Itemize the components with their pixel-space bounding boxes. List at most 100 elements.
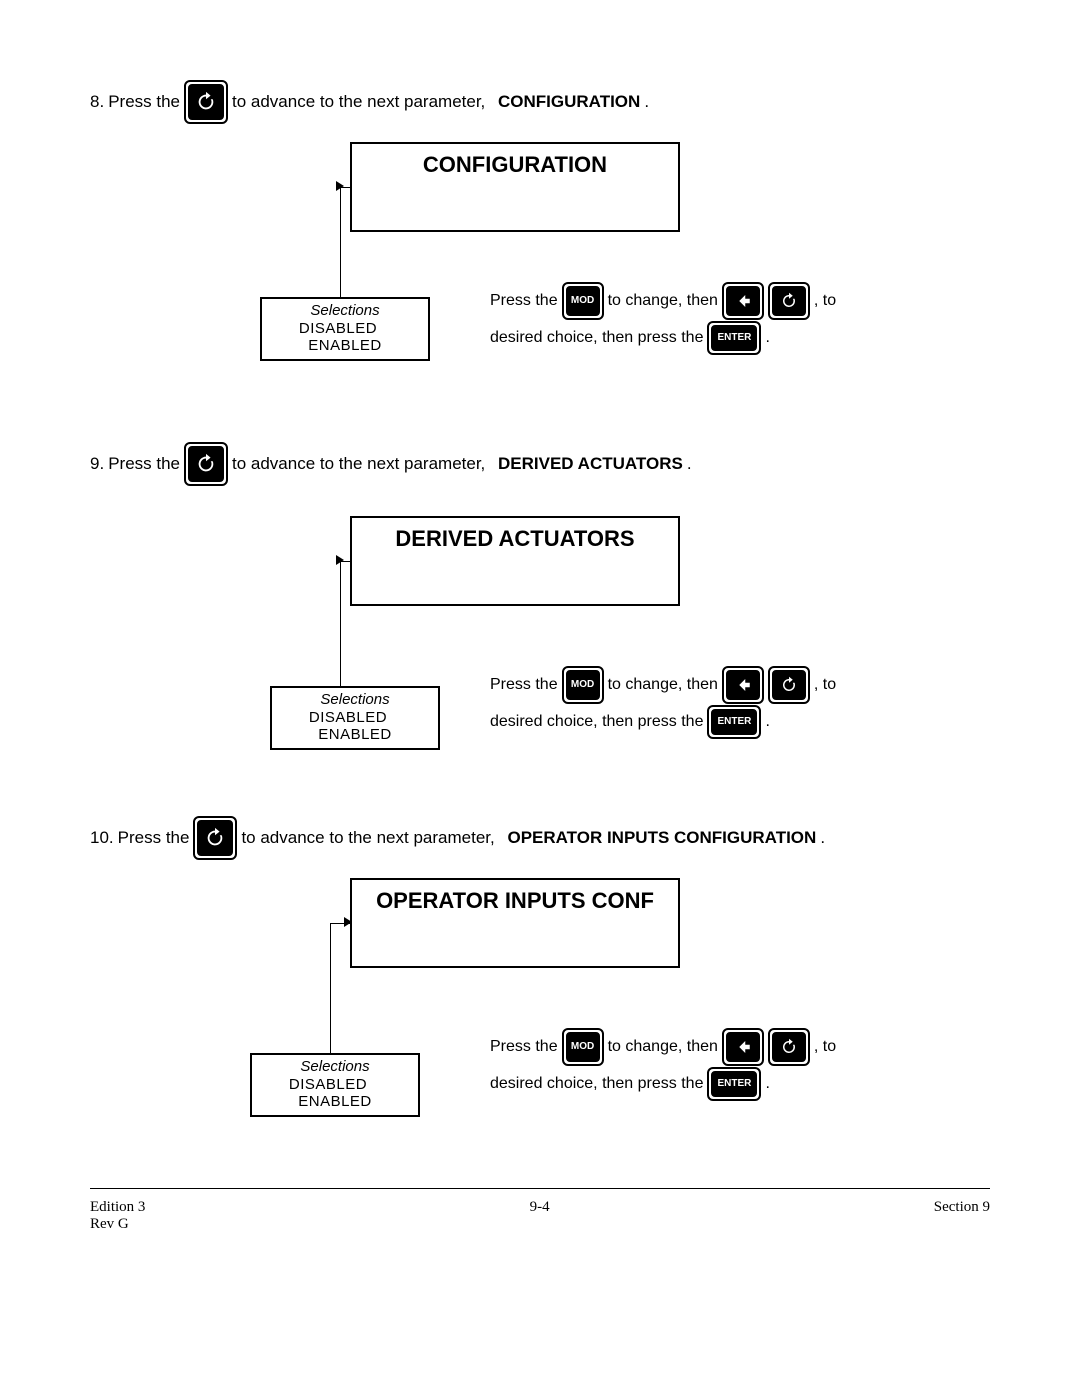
page-footer: Edition 3 Rev G 9-4 Section 9	[90, 1188, 990, 1233]
enter-button[interactable]: ENTER	[707, 1067, 761, 1101]
left-button[interactable]	[722, 1028, 764, 1066]
arrowhead-icon	[336, 181, 344, 191]
cycle-button[interactable]	[193, 816, 237, 860]
cycle-icon	[188, 446, 224, 482]
cycle-button[interactable]	[184, 442, 228, 486]
selections-box: Selections DISABLED ENABLED	[270, 686, 440, 750]
selections-options: DISABLED ENABLED	[272, 709, 438, 743]
display-box: CONFIGURATION	[350, 142, 680, 232]
text: Press the	[490, 1029, 558, 1064]
page: 8. Press the to advance to the next para…	[90, 0, 990, 1273]
param-name: DERIVED ACTUATORS	[498, 454, 683, 474]
cycle-button[interactable]	[184, 80, 228, 124]
mod-icon: MOD	[566, 670, 600, 700]
edition: Edition 3	[90, 1199, 145, 1216]
text: to change, then	[608, 1029, 718, 1064]
text: Press the	[108, 92, 180, 112]
enter-icon: ENTER	[711, 325, 757, 351]
instruction-block: Press the MOD to change, then , to desir…	[490, 282, 890, 355]
instruction-block: Press the MOD to change, then , to desir…	[490, 666, 890, 739]
mod-button[interactable]: MOD	[562, 282, 604, 320]
left-arrow-icon	[726, 1032, 760, 1062]
text: to advance to the next parameter,	[232, 454, 485, 474]
text: , to	[814, 1029, 836, 1064]
step-number: 9.	[90, 454, 104, 474]
mod-button[interactable]: MOD	[562, 1028, 604, 1066]
cycle-icon	[188, 84, 224, 120]
option-enabled: ENABLED	[318, 726, 392, 743]
instruction-line-2: desired choice, then press the ENTER .	[490, 704, 890, 739]
text: to advance to the next parameter,	[232, 92, 485, 112]
text: Press the	[118, 828, 190, 848]
diagram-derived-actuators: DERIVED ACTUATORS Selections DISABLED EN…	[90, 516, 990, 776]
connector	[340, 561, 341, 691]
selections-box: Selections DISABLED ENABLED	[260, 297, 430, 361]
option-disabled: DISABLED	[309, 709, 387, 726]
period: .	[820, 828, 825, 848]
cycle-button[interactable]	[768, 282, 810, 320]
cycle-icon	[772, 670, 806, 700]
left-arrow-icon	[726, 286, 760, 316]
option-enabled: ENABLED	[298, 1093, 372, 1110]
cycle-button[interactable]	[768, 666, 810, 704]
instruction-line-1: Press the MOD to change, then , to	[490, 1028, 890, 1066]
cycle-button[interactable]	[768, 1028, 810, 1066]
section-number: Section 9	[934, 1199, 990, 1233]
param-name: CONFIGURATION	[498, 92, 640, 112]
text: desired choice, then press the	[490, 1066, 703, 1101]
step-10: 10. Press the to advance to the next par…	[90, 816, 990, 860]
mod-button[interactable]: MOD	[562, 666, 604, 704]
option-enabled: ENABLED	[308, 337, 382, 354]
arrowhead-icon	[336, 555, 344, 565]
text: .	[765, 1066, 769, 1101]
instruction-line-2: desired choice, then press the ENTER .	[490, 320, 890, 355]
arrowhead-icon	[344, 917, 352, 927]
enter-button[interactable]: ENTER	[707, 705, 761, 739]
step-8: 8. Press the to advance to the next para…	[90, 80, 990, 124]
left-arrow-icon	[726, 670, 760, 700]
text: Press the	[108, 454, 180, 474]
selections-title: Selections	[252, 1058, 418, 1075]
text: to advance to the next parameter,	[241, 828, 494, 848]
text: Press the	[490, 283, 558, 318]
diagram-operator-inputs: OPERATOR INPUTS CONF Selections DISABLED…	[90, 878, 990, 1128]
mod-icon: MOD	[566, 1032, 600, 1062]
connector	[330, 923, 331, 1063]
revision: Rev G	[90, 1216, 145, 1233]
footer-left: Edition 3 Rev G	[90, 1199, 145, 1233]
display-box: OPERATOR INPUTS CONF	[350, 878, 680, 968]
option-disabled: DISABLED	[299, 320, 377, 337]
text: desired choice, then press the	[490, 320, 703, 355]
text: , to	[814, 667, 836, 702]
cycle-icon	[772, 1032, 806, 1062]
cycle-icon	[772, 286, 806, 316]
period: .	[644, 92, 649, 112]
step-number: 10.	[90, 828, 114, 848]
instruction-line-1: Press the MOD to change, then , to	[490, 282, 890, 320]
option-disabled: DISABLED	[289, 1076, 367, 1093]
text: to change, then	[608, 667, 718, 702]
mod-icon: MOD	[566, 286, 600, 316]
selections-box: Selections DISABLED ENABLED	[250, 1053, 420, 1117]
left-button[interactable]	[722, 282, 764, 320]
text: .	[765, 320, 769, 355]
instruction-line-2: desired choice, then press the ENTER .	[490, 1066, 890, 1101]
left-button[interactable]	[722, 666, 764, 704]
enter-icon: ENTER	[711, 1071, 757, 1097]
enter-icon: ENTER	[711, 709, 757, 735]
text: desired choice, then press the	[490, 704, 703, 739]
cycle-icon	[197, 820, 233, 856]
text: .	[765, 704, 769, 739]
step-9: 9. Press the to advance to the next para…	[90, 442, 990, 486]
selections-title: Selections	[262, 302, 428, 319]
period: .	[687, 454, 692, 474]
selections-options: DISABLED ENABLED	[262, 320, 428, 354]
param-name: OPERATOR INPUTS CONFIGURATION	[507, 828, 816, 848]
diagram-configuration: CONFIGURATION Selections DISABLED ENABLE…	[90, 142, 990, 402]
enter-button[interactable]: ENTER	[707, 321, 761, 355]
text: , to	[814, 283, 836, 318]
step-number: 8.	[90, 92, 104, 112]
selections-title: Selections	[272, 691, 438, 708]
instruction-line-1: Press the MOD to change, then , to	[490, 666, 890, 704]
instruction-block: Press the MOD to change, then , to desir…	[490, 1028, 890, 1101]
